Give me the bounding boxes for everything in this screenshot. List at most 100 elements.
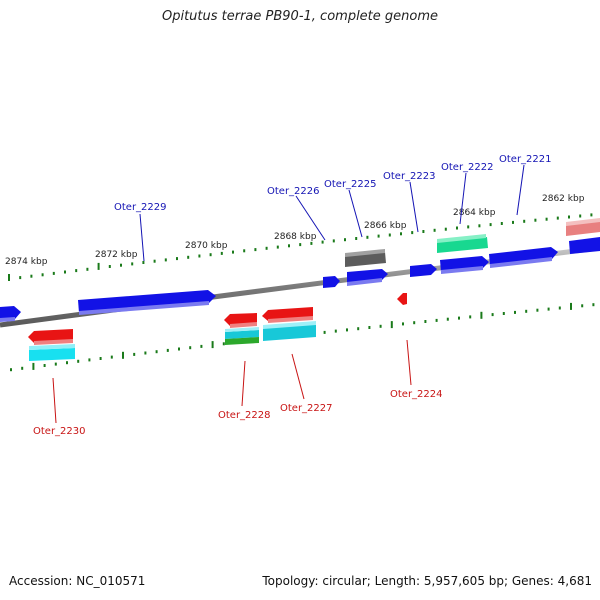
gene-label-oter-2226[interactable]: Oter_2226 [267,186,320,197]
kbp-label-2870: 2870 kbp [185,241,228,251]
gene-label-oter-2225[interactable]: Oter_2225 [324,179,377,190]
gene-feature-oter-2230-cyan[interactable] [29,348,75,361]
gene-label-oter-2227[interactable]: Oter_2227 [280,403,333,414]
scale-dot [178,347,180,351]
kbp-label-2862: 2862 kbp [542,194,585,204]
scale-major-tick [390,321,393,329]
scale-dot [502,312,505,315]
genome-summary-text: Topology: circular; Length: 5,957,605 bp… [262,574,592,588]
scale-dot [536,308,539,312]
scale-major-tick [97,262,100,270]
gene-feature-oter-2224[interactable] [397,293,407,305]
map-title: Opitutus terrae PB90-1, complete genome [161,9,439,24]
scale-dot [99,357,102,360]
scale-dot [478,224,481,228]
scale-dot [321,240,324,244]
reverse-genes [28,293,407,361]
kbp-label-2868: 2868 kbp [274,232,317,242]
gene-feature-oter-2221[interactable] [489,247,558,266]
scale-dot [30,274,33,278]
scale-dot [120,263,122,267]
scale-dot [556,216,559,220]
gene-feature-oter-2223[interactable] [410,264,437,277]
scale-dot [458,316,460,320]
scale-dot [456,226,458,230]
scale-dot [568,215,570,219]
gene-feature-oter-2227-cyan[interactable] [263,324,316,341]
scale-dot [424,320,427,323]
gene-label-oter-2222[interactable]: Oter_2222 [441,162,494,173]
scale-dot [400,232,402,236]
scale-dot [366,235,369,239]
forward-scale-track [8,213,593,281]
scale-dot [379,324,382,328]
gene-feature-oter-2230[interactable] [28,329,73,343]
scale-dot [413,321,416,325]
scale-dot [323,330,326,334]
scale-dot [500,222,503,225]
gene-feature-oter-2228-cyan[interactable] [225,330,259,339]
scale-dot [43,364,46,367]
scale-dot [19,276,22,280]
scale-dot [108,265,111,268]
scale-dot [444,227,447,231]
scale-dot [200,344,203,348]
scale-dot [590,213,593,217]
scale-dot [534,218,537,222]
scale-major-tick [211,341,214,349]
kbp-label-2872: 2872 kbp [95,250,138,260]
scale-dot [198,254,201,258]
scale-dot [446,317,449,321]
gene-feature-oter-2229[interactable] [78,290,216,313]
scale-dot [288,244,290,248]
gene-feature[interactable] [0,306,21,320]
scale-dot [545,217,548,221]
scale-dot [52,271,55,275]
scale-dot [66,361,68,365]
gene-feature-oter-2228-green[interactable] [225,337,259,345]
scale-dot [332,239,335,243]
scale-dot [77,359,80,363]
scale-dot [433,228,436,232]
gene-label-oter-2223[interactable]: Oter_2223 [383,171,436,182]
scale-dot [153,259,156,263]
gene-label-oter-2228[interactable]: Oter_2228 [218,410,271,421]
accession-text: Accession: NC_010571 [9,574,146,588]
scale-dot [64,270,66,274]
scale-dot [144,351,147,355]
scale-dot [514,310,516,314]
scale-dot [547,307,550,311]
scale-dot [10,368,12,372]
gene-feature-oter-2226[interactable] [323,276,340,288]
scale-dot [142,261,145,264]
scale-dot [88,358,91,362]
scale-dot [581,304,584,308]
gene-label-oter-2230[interactable]: Oter_2230 [33,426,86,437]
scale-dot [189,346,192,350]
scale-dot [469,315,472,319]
scale-dot [357,327,360,331]
scale-dot [411,231,414,235]
scale-dot [489,223,492,227]
scale-dot [402,322,404,326]
scale-dot [222,342,225,346]
scale-dot [368,326,371,329]
scale-dot [54,362,57,366]
kbp-label-2864: 2864 kbp [453,208,496,218]
gene-label-oter-2229[interactable]: Oter_2229 [114,202,167,213]
scale-dot [435,318,438,322]
scale-dot [209,253,212,257]
scale-dot [579,214,582,218]
scale-dot [299,243,302,247]
scale-major-tick [8,274,10,281]
scale-dot [133,352,136,356]
gene-label-oter-2221[interactable]: Oter_2221 [499,154,552,165]
scale-dot [265,246,268,250]
scale-dot [232,250,234,254]
gene-label-oter-2224[interactable]: Oter_2224 [390,389,443,400]
scale-dot [220,251,223,255]
scale-dot [166,348,169,352]
gene-feature[interactable] [569,237,600,254]
scale-dot [131,262,134,266]
